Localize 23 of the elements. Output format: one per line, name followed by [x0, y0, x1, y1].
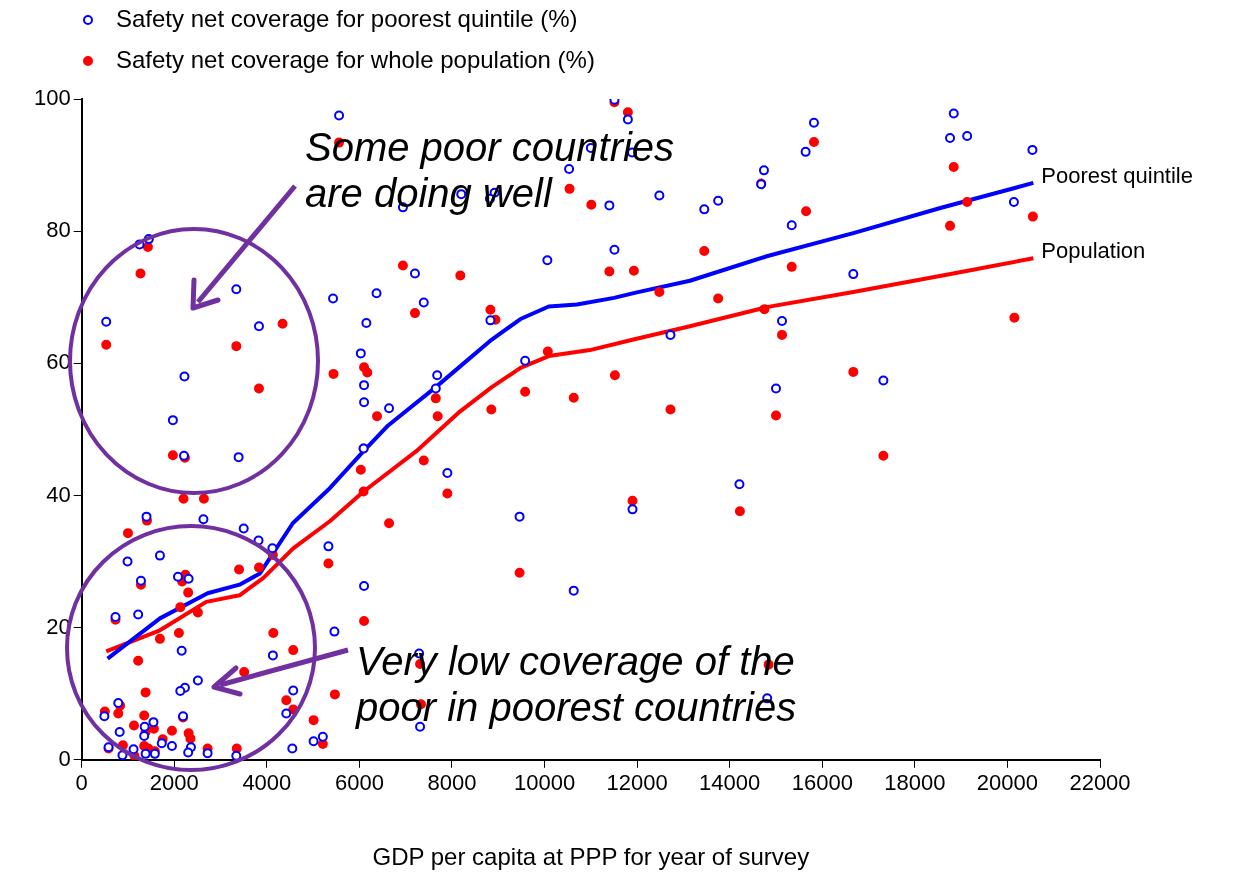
y-tick-label: 0 — [58, 745, 71, 771]
x-tick-label: 4000 — [242, 770, 292, 796]
x-tick-label: 6000 — [334, 770, 384, 796]
x-tick-label: 8000 — [427, 770, 477, 796]
x-tick-label: 14000 — [699, 770, 761, 796]
x-tick-label: 16000 — [791, 770, 853, 796]
legend-label: Safety net coverage for poorest quintile (%) — [116, 4, 578, 32]
x-tick-label: 22000 — [1069, 770, 1131, 796]
x-tick-label: 0 — [75, 770, 88, 796]
x-tick-label: 18000 — [884, 770, 946, 796]
legend-label: Safety net coverage for whole population (%) — [116, 45, 595, 73]
x-tick-label: 2000 — [149, 770, 199, 796]
x-axis-title: GDP per capita at PPP for year of survey — [372, 843, 810, 871]
y-tick-label: 40 — [46, 481, 71, 507]
x-tick-label: 20000 — [976, 770, 1039, 796]
y-tick-label: 100 — [33, 85, 71, 111]
annotation: Some poor countries are doing well — [305, 124, 676, 216]
annotation: Very low coverage of the poor in poorest countries — [356, 638, 798, 730]
x-tick-label: 10000 — [513, 770, 576, 796]
series-label: Poorest quintile — [1041, 162, 1193, 188]
series-label: Population — [1041, 238, 1146, 264]
y-tick-label: 80 — [46, 217, 71, 243]
x-tick-label: 12000 — [606, 770, 668, 796]
